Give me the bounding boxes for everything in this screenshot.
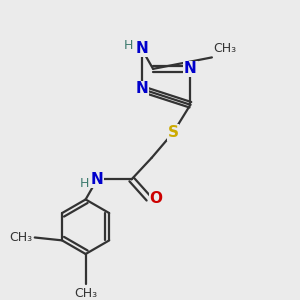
Text: N: N: [135, 41, 148, 56]
Text: CH₃: CH₃: [213, 41, 236, 55]
Text: N: N: [184, 61, 197, 76]
Text: N: N: [91, 172, 103, 187]
Text: S: S: [168, 125, 179, 140]
Text: O: O: [149, 191, 162, 206]
Text: N: N: [135, 82, 148, 97]
Text: H: H: [124, 39, 134, 52]
Text: CH₃: CH₃: [9, 231, 32, 244]
Text: H: H: [80, 177, 89, 190]
Text: CH₃: CH₃: [74, 287, 97, 300]
